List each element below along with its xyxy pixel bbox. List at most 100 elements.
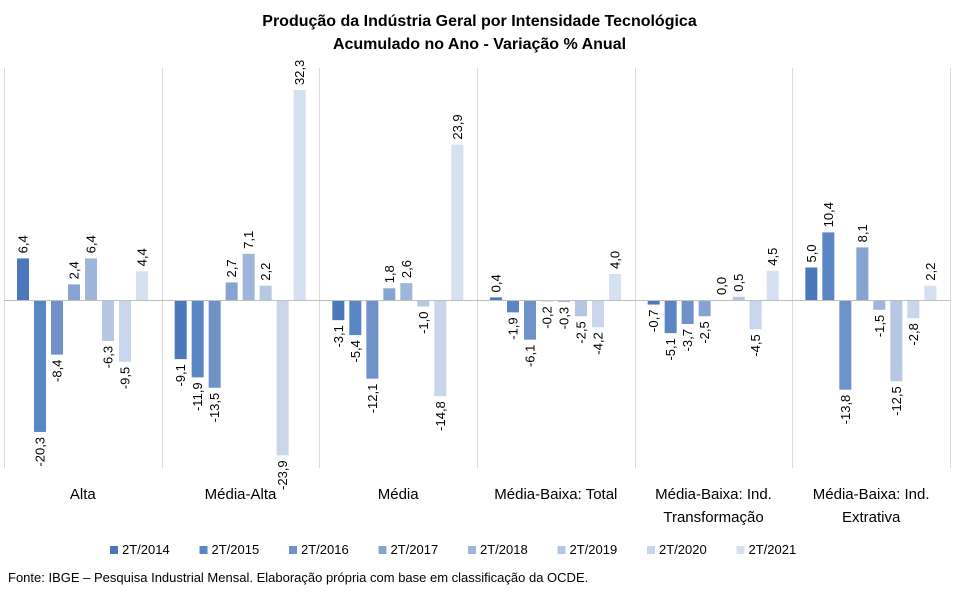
data-label: -8,4 [50,360,65,382]
bar [349,300,362,336]
legend-label: 2T/2014 [122,542,170,557]
category-label: Alta [70,486,97,503]
bar [451,144,464,300]
bar [191,300,204,378]
data-label: 4,4 [135,248,150,266]
bar [34,300,46,432]
bar [276,300,289,456]
legend-swatch [110,546,118,554]
bar [507,300,519,313]
legend-label: 2T/2017 [391,542,439,557]
legend-swatch [289,546,297,554]
data-label: -1,0 [416,312,431,334]
bar [856,247,869,300]
data-label: -11,9 [190,382,205,411]
data-label: -9,1 [173,364,188,386]
data-label: 2,2 [923,263,938,281]
data-label: -14,8 [433,401,448,431]
data-label: 2,7 [224,259,239,277]
legend-swatch [647,546,655,554]
data-label: -9,5 [118,367,133,389]
data-label: -5,1 [663,338,678,360]
data-label: -2,5 [697,321,712,343]
bar [609,274,621,300]
bar [592,300,604,328]
data-label: -23,9 [275,460,290,490]
data-label: 2,6 [399,260,414,278]
legend-label: 2T/2016 [301,542,349,557]
data-label: -6,1 [523,345,538,367]
category-label: Média [378,486,420,503]
legend-label: 2T/2019 [570,542,618,557]
legend-label: 2T/2018 [480,542,528,557]
bar [647,300,660,305]
bar [208,300,221,388]
bar [907,300,920,319]
data-label: -2,8 [906,323,921,345]
data-label: 6,4 [84,235,99,253]
data-label: 7,1 [241,231,256,249]
legend-label: 2T/2020 [659,542,707,557]
data-label: -5,4 [348,340,363,362]
bar [524,300,536,340]
data-label: 0,0 [714,277,729,295]
bar [732,296,745,300]
legend-label: 2T/2015 [212,542,260,557]
bar [119,300,131,362]
legend-label: 2T/2021 [749,542,797,557]
bar [102,300,114,341]
data-label: 10,4 [821,202,836,227]
chart-title: Produção da Indústria Geral por Intensid… [262,13,697,30]
data-label: 2,2 [258,263,273,281]
chart-subtitle: Acumulado no Ano - Variação % Anual [332,36,627,53]
data-label: -1,5 [872,315,887,337]
data-label: 0,4 [489,274,504,292]
data-label: -1,9 [506,317,521,339]
data-label: -0,7 [646,310,661,332]
category-label: Média-Baixa: Ind. [813,486,930,503]
bar [575,300,587,317]
bar [68,284,80,300]
legend-swatch [378,546,387,554]
data-label: -0,3 [557,307,572,329]
bar [681,300,694,325]
bar [225,282,238,300]
data-label: -3,1 [331,325,346,347]
bar [417,300,430,307]
bar [51,300,63,355]
bar [293,90,306,300]
category-label: Média-Baixa: Total [494,486,617,503]
data-label: -3,7 [680,329,695,351]
bar [924,285,937,300]
bar [85,258,97,300]
bar [136,271,148,300]
data-label: -0,2 [540,306,555,328]
data-label: -12,1 [365,384,380,414]
category-label-line2: Extrativa [842,509,901,526]
data-label: -12,5 [889,386,904,416]
legend-swatch [736,546,745,554]
bar [174,300,187,360]
bar [332,300,345,321]
data-label: 0,5 [731,274,746,292]
bar [259,285,272,300]
category-label: Média-Alta [205,486,277,503]
data-label: -13,5 [207,393,222,423]
bar [383,288,396,300]
bar [490,297,502,300]
data-label: 6,4 [16,235,31,253]
legend-swatch [468,546,476,554]
data-label: 1,8 [382,265,397,283]
bar [698,300,711,317]
bar [890,300,903,382]
bar [766,270,779,300]
category-label-line2: Transformação [663,509,763,526]
legend-swatch [557,546,566,554]
bar [839,300,852,390]
bar [400,283,413,300]
bar [366,300,379,379]
data-label: 4,5 [765,248,780,266]
bar [822,232,835,300]
data-label: 8,1 [855,224,870,242]
